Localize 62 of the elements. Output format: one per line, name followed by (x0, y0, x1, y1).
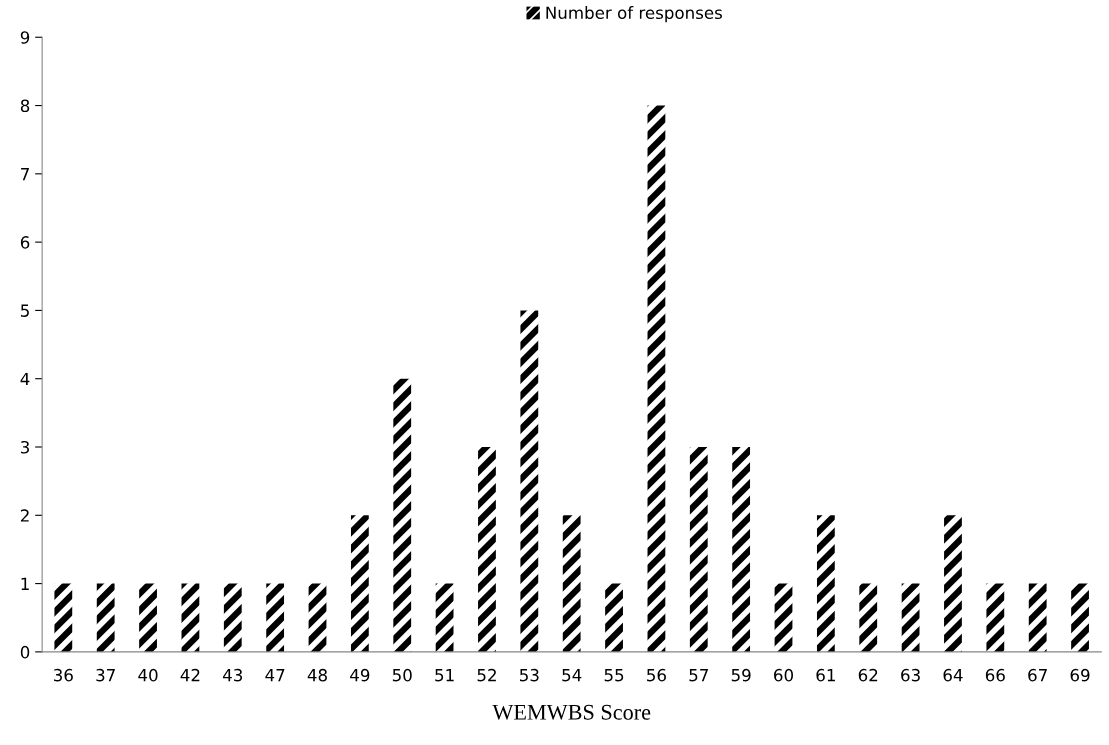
bar (1028, 583, 1047, 652)
x-tick-label: 59 (731, 668, 751, 682)
y-tick-label: 4 (20, 372, 30, 386)
y-tick-label: 7 (21, 168, 29, 181)
x-tick-label: 57 (689, 669, 708, 682)
x-tick-label: 36 (53, 668, 73, 682)
x-tick-label: 42 (180, 668, 200, 682)
bar (393, 378, 412, 652)
x-tick-label: 60 (774, 668, 794, 682)
bar (1071, 583, 1089, 652)
x-tick-label: 48 (307, 668, 327, 682)
bar (732, 447, 751, 652)
x-tick-label: 64 (943, 668, 963, 682)
x-tick-label: 62 (858, 668, 878, 682)
bar (478, 447, 496, 652)
bar (986, 583, 1005, 652)
bar (859, 583, 878, 652)
x-tick-label: 50 (392, 668, 412, 682)
bar (816, 515, 835, 652)
x-tick-label: 52 (477, 668, 496, 682)
bar (308, 583, 327, 652)
bar (139, 583, 157, 652)
bar (350, 515, 369, 652)
bar (901, 583, 920, 652)
y-tick-label: 3 (21, 440, 29, 454)
y-tick-label: 9 (20, 31, 30, 44)
y-tick-label: 6 (20, 236, 30, 249)
text: Number of responses (546, 6, 722, 23)
x-tick-label: 69 (1070, 668, 1090, 682)
bar (435, 583, 454, 652)
bar (944, 515, 962, 652)
y-tick-label: 1 (21, 577, 29, 590)
x-tick-label: 51 (435, 669, 454, 682)
x-tick-label: 67 (1028, 668, 1047, 682)
bar (54, 583, 73, 652)
y-tick-label: 8 (20, 99, 30, 113)
bar (96, 583, 115, 652)
x-tick-label: 54 (562, 669, 582, 682)
y-tick-label: 2 (20, 509, 29, 522)
bar (605, 583, 623, 652)
bar (181, 583, 200, 652)
y-tick-label: 0 (20, 645, 30, 659)
x-tick-label: 47 (265, 669, 285, 682)
bar (266, 583, 285, 652)
x-tick-label: 37 (96, 668, 115, 682)
x-tick-label: 49 (350, 668, 370, 682)
bar (689, 447, 708, 652)
x-tick-label: 43 (222, 668, 243, 682)
y-tick-label: 5 (21, 304, 29, 317)
x-axis-title: WEMWBS Score (492, 704, 651, 720)
x-tick-label: 56 (647, 668, 666, 682)
x-tick-label: 61 (816, 668, 835, 682)
bar (223, 583, 242, 652)
x-tick-label: 63 (901, 668, 920, 682)
x-tick-label: 40 (138, 668, 158, 682)
x-tick-label: 66 (985, 668, 1005, 682)
bar (647, 105, 666, 652)
x-tick-label: 55 (604, 669, 624, 682)
x-tick-label: 53 (520, 668, 539, 682)
bar (562, 515, 581, 652)
bar (774, 583, 793, 652)
bar (520, 310, 539, 652)
